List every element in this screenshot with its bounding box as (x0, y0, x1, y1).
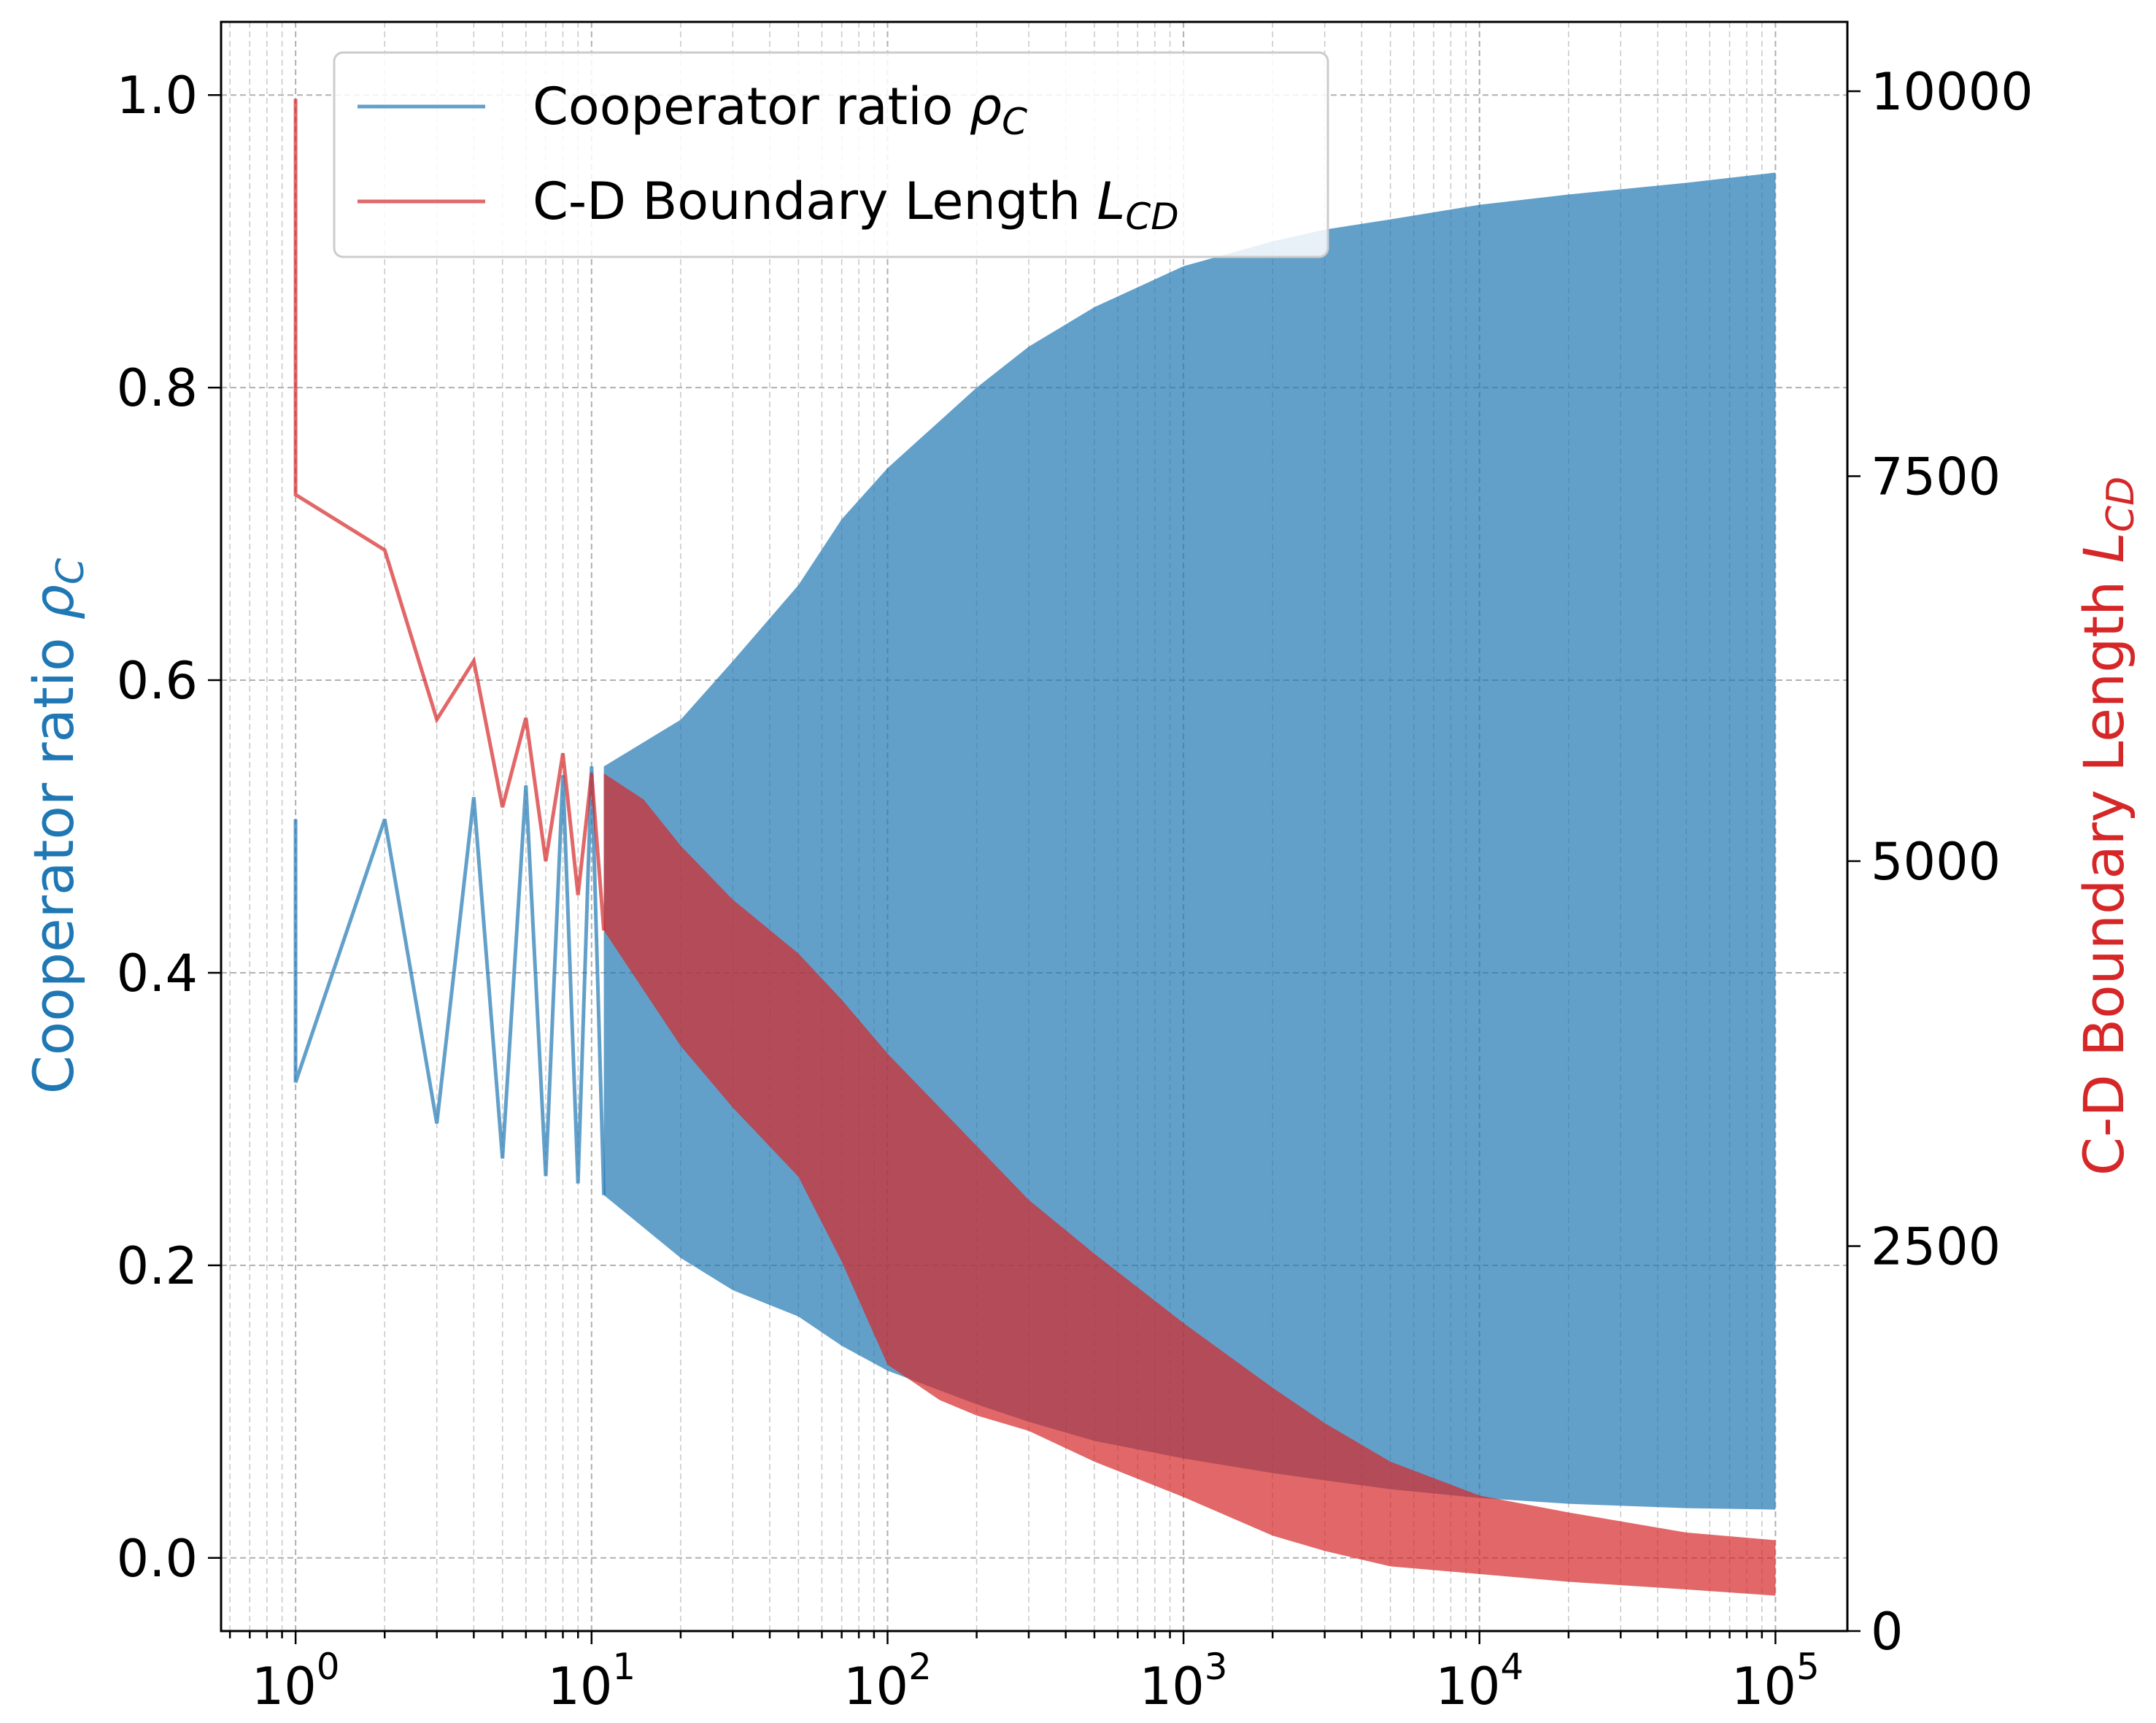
x-tick-label: 104 (1435, 1646, 1523, 1716)
legend: Cooperator ratio ρC C-D Boundary Length … (333, 51, 1329, 258)
plot-frame (220, 20, 1849, 1633)
series-1-point (436, 719, 438, 720)
x-tick-label: 100 (252, 1646, 340, 1716)
series-0-point (436, 1122, 438, 1124)
series-1-point (603, 930, 605, 931)
series-1-point (473, 660, 474, 662)
left-y-tick-label: 0.6 (117, 651, 198, 711)
series-0-point (295, 1082, 296, 1083)
tick-layer: 0.0 0.2 0.4 0.6 0.8 1.0 0 2500 5000 7500 10000 100 1… (117, 62, 2033, 1716)
series-1-point (502, 806, 503, 808)
series-0-point (603, 1195, 605, 1196)
series-layer (293, 99, 1776, 1596)
series-0-band (603, 172, 1776, 1510)
series-1-point (295, 99, 296, 100)
series-1-point (384, 550, 385, 551)
series-1-line (293, 99, 606, 931)
series-0-point (295, 819, 296, 820)
series-1-point (525, 717, 527, 719)
left-y-tick-label: 0.2 (117, 1236, 198, 1296)
series-0-point (545, 1176, 546, 1177)
series-1-band (603, 773, 1776, 1596)
series-0-point (577, 1183, 579, 1184)
right-y-tick-label: 7500 (1871, 447, 2001, 506)
series-1-point (295, 494, 296, 496)
series-1-point (577, 894, 579, 895)
legend-label-cooperator-ratio: Cooperator ratio ρC (533, 77, 1027, 143)
x-tick-label: 102 (843, 1646, 932, 1716)
right-axis-title: C-D Boundary Length LCD (2071, 477, 2143, 1176)
left-y-tick-label: 0.0 (117, 1529, 198, 1589)
right-y-tick-label: 5000 (1871, 832, 2001, 892)
right-y-tick-label: 2500 (1871, 1217, 2001, 1276)
legend-box (333, 51, 1329, 258)
right-y-tick-label: 0 (1871, 1602, 1904, 1662)
series-0-line (293, 766, 606, 1195)
x-tick-label: 103 (1140, 1646, 1228, 1716)
left-y-tick-label: 1.0 (117, 66, 198, 126)
series-0-point (384, 819, 385, 820)
series-1-point (545, 860, 546, 862)
left-axis-title: Cooperator ratio ρC (21, 558, 93, 1094)
x-tick-label: 101 (547, 1646, 635, 1716)
left-y-tick-label: 0.4 (117, 944, 198, 1003)
series-0-point (591, 766, 592, 767)
right-y-tick-label: 10000 (1871, 62, 2033, 122)
x-tick-label: 105 (1731, 1646, 1820, 1716)
series-1-point (563, 752, 564, 754)
series-1 (293, 99, 1776, 1596)
series-0-point (525, 785, 527, 786)
left-y-tick-label: 0.8 (117, 358, 198, 418)
series-1-point (591, 773, 592, 774)
legend-label-boundary-length: C-D Boundary Length LCD (533, 171, 1179, 238)
series-0-point (502, 1158, 503, 1160)
series-0-point (473, 796, 474, 798)
